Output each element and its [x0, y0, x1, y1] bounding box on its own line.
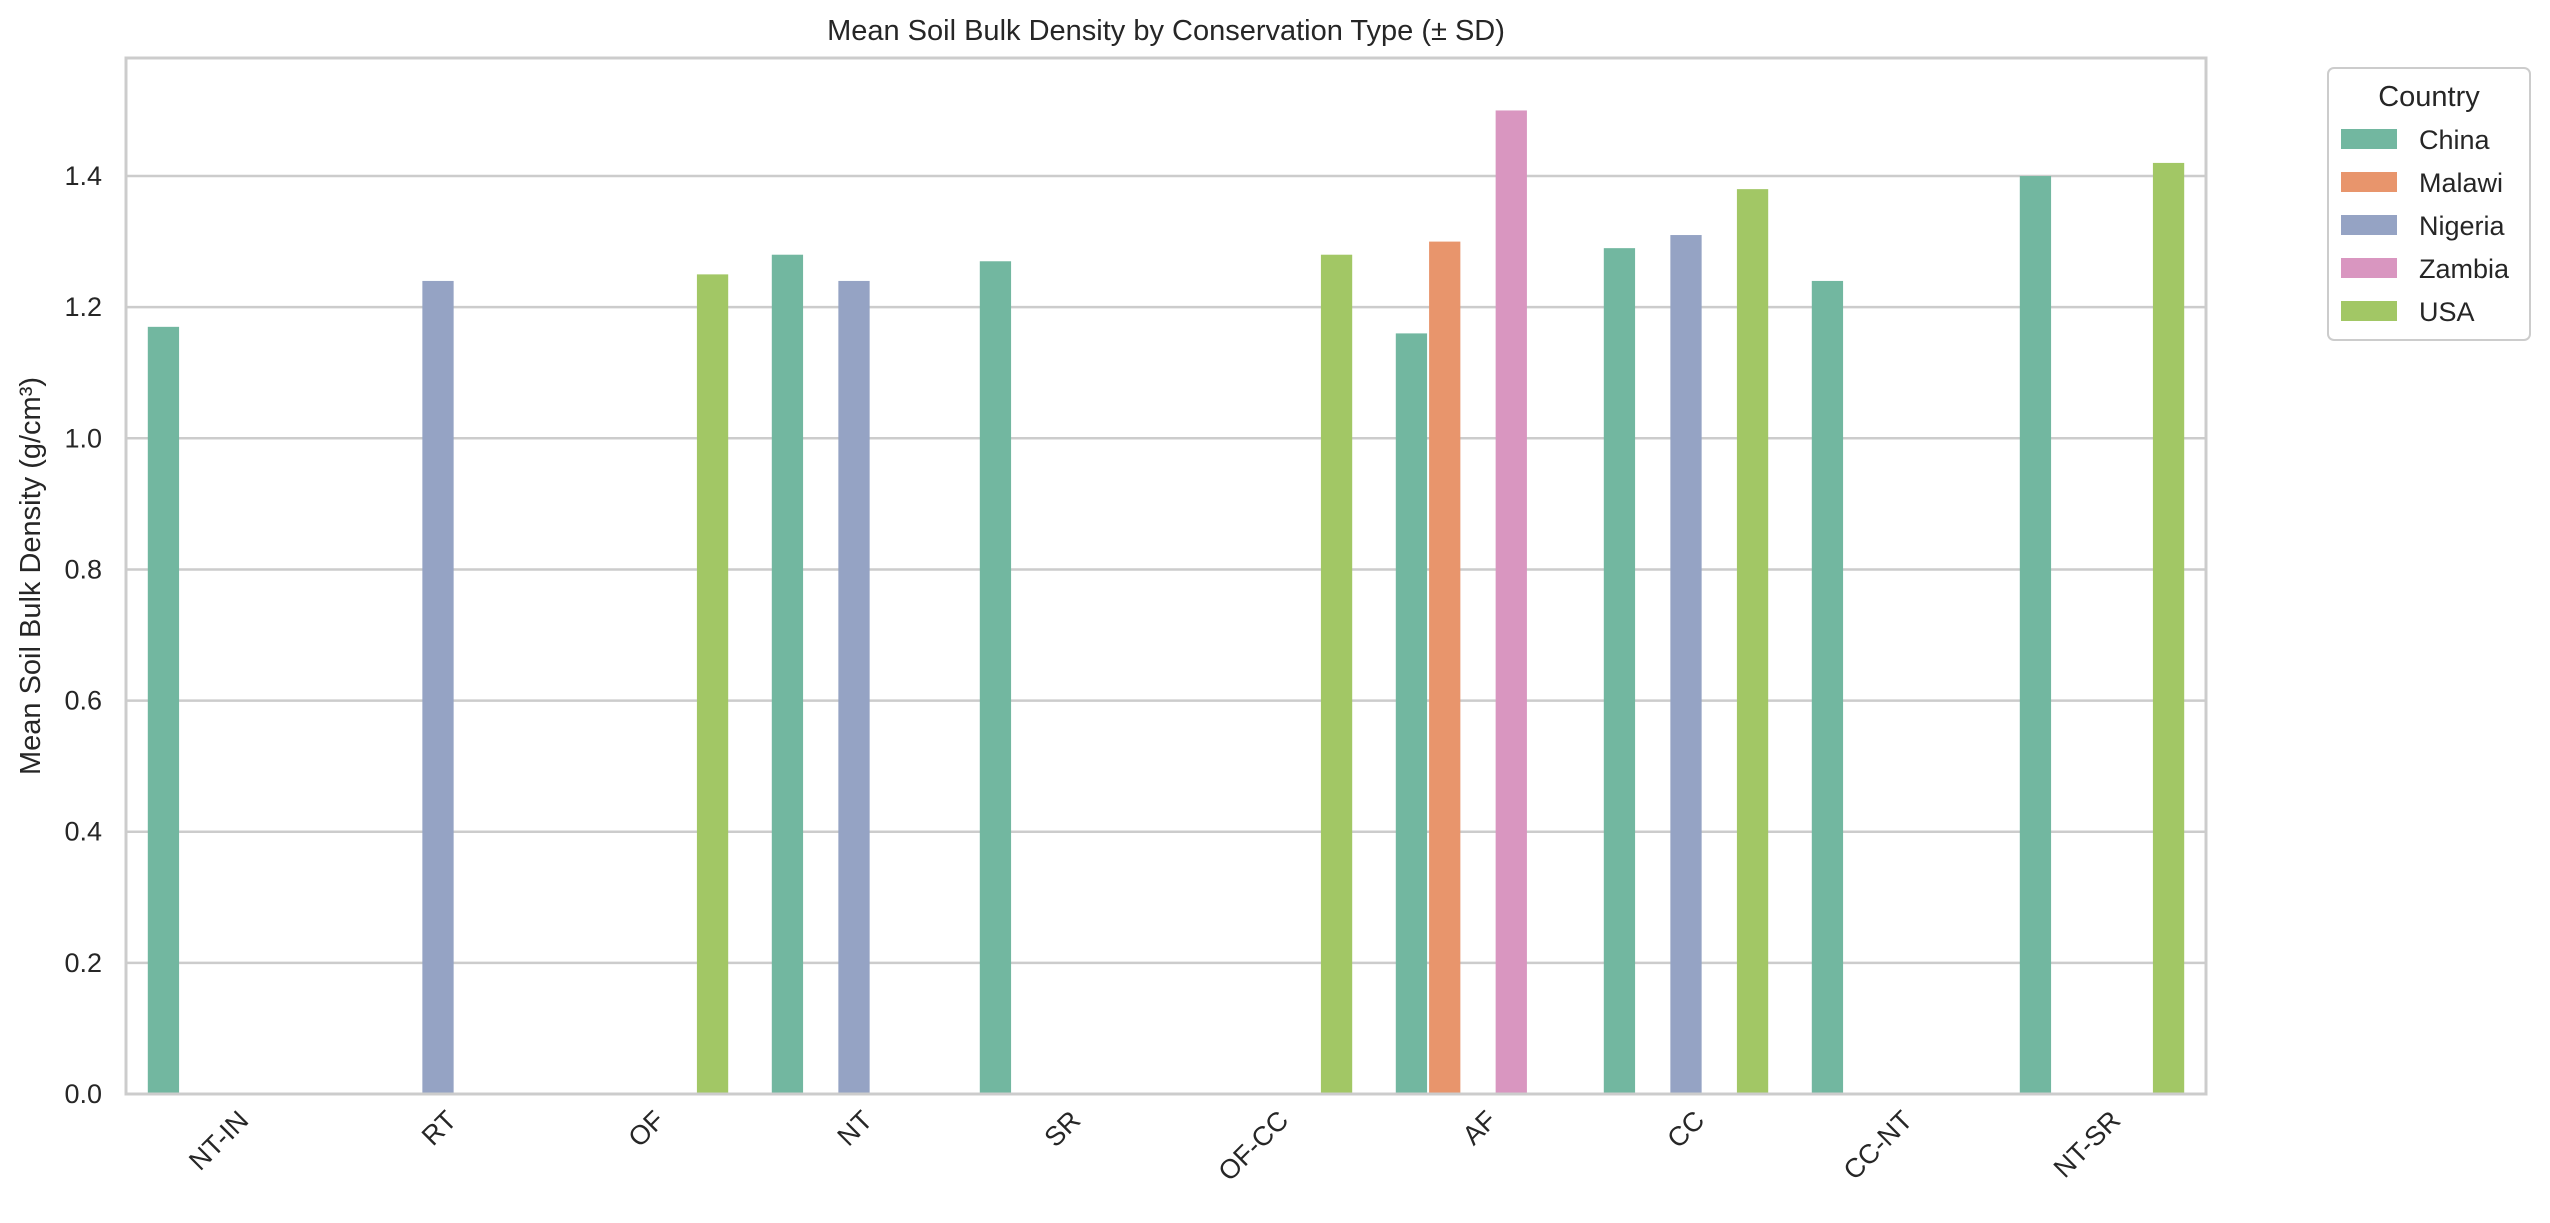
y-tick-label: 0.2 — [64, 948, 102, 978]
legend-label-malawi: Malawi — [2419, 168, 2503, 198]
y-tick-label: 0.4 — [64, 817, 102, 847]
y-tick-label: 1.4 — [64, 161, 102, 191]
y-tick-label: 0.6 — [64, 686, 102, 716]
bar-usa-of — [696, 274, 729, 1094]
bar-usa-cc — [1736, 189, 1769, 1095]
bars — [147, 110, 2185, 1095]
legend-label-usa: USA — [2419, 297, 2475, 327]
legend-label-zambia: Zambia — [2419, 254, 2510, 284]
x-tick-labels: NT-IN RT OF NT SR OF-CC AF CC CC-NT NT-SR — [183, 1105, 2126, 1187]
x-tick-label: OF-CC — [1213, 1105, 1295, 1187]
legend-swatch-zambia — [2341, 258, 2397, 278]
y-tick-label: 0.8 — [64, 554, 102, 584]
chart-title: Mean Soil Bulk Density by Conservation T… — [827, 15, 1505, 47]
bar-zambia-af — [1495, 110, 1527, 1095]
x-tick-label: NT-SR — [2048, 1105, 2126, 1183]
bar-nigeria-nt — [838, 280, 870, 1094]
y-tick-labels: 0.0 0.2 0.4 0.6 0.8 1.0 1.2 1.4 — [64, 161, 102, 1109]
legend-label-nigeria: Nigeria — [2419, 211, 2506, 241]
y-tick-label: 0.0 — [64, 1079, 102, 1109]
y-tick-label: 1.0 — [64, 423, 102, 453]
bar-china-cc-nt — [1811, 280, 1844, 1094]
x-tick-label: AF — [1457, 1105, 1503, 1151]
legend-swatch-china — [2341, 129, 2397, 149]
x-tick-label: NT — [832, 1105, 879, 1152]
bar-usa-nt-sr — [2152, 162, 2185, 1095]
plot-frame — [124, 56, 2208, 1096]
x-tick-label: RT — [416, 1105, 462, 1151]
bar-nigeria-cc — [1670, 235, 1702, 1095]
legend: Country China Malawi Nigeria Zambia USA — [2327, 67, 2531, 341]
legend-swatch-nigeria — [2341, 215, 2397, 235]
bar-malawi-af — [1429, 241, 1461, 1094]
x-tick-label: NT-IN — [183, 1105, 254, 1176]
x-tick-label: OF — [623, 1105, 671, 1153]
legend-swatch-malawi — [2341, 172, 2397, 192]
legend-swatch-usa — [2341, 301, 2397, 321]
bar-usa-of-cc — [1320, 254, 1353, 1094]
bar-china-nt-sr — [2019, 176, 2052, 1094]
bar-china-nt-in — [147, 326, 180, 1094]
y-tick-label: 1.2 — [64, 292, 102, 322]
bar-nigeria-rt — [422, 280, 454, 1094]
bar-china-sr — [979, 261, 1012, 1094]
grid-lines — [126, 174, 2206, 965]
x-tick-label: SR — [1039, 1105, 1087, 1153]
bar-china-nt — [771, 254, 804, 1094]
bar-china-cc — [1603, 248, 1636, 1094]
y-axis-label: Mean Soil Bulk Density (g/cm³) — [15, 377, 47, 775]
x-tick-label: CC-NT — [1838, 1105, 1919, 1186]
x-tick-label: CC — [1661, 1105, 1710, 1154]
legend-title: Country — [2378, 81, 2480, 113]
bar-china-af — [1395, 333, 1428, 1094]
legend-label-china: China — [2419, 125, 2491, 155]
